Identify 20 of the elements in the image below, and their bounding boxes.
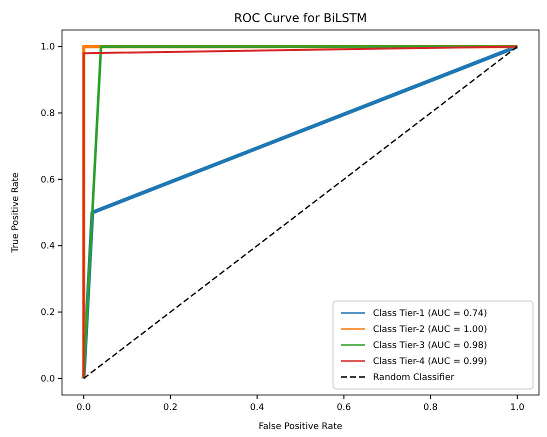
- x-axis-title: False Positive Rate: [258, 422, 343, 432]
- y-tick-label: 0.4: [40, 242, 56, 252]
- legend-label: Class Tier-1 (AUC = 0.74): [373, 309, 488, 319]
- y-tick-label: 1.0: [40, 42, 56, 53]
- legend-label: Class Tier-4 (AUC = 0.99): [373, 357, 488, 367]
- x-tick-label: 0.8: [423, 403, 438, 413]
- x-tick-label: 0.0: [76, 403, 92, 413]
- x-tick-label: 0.4: [250, 403, 265, 413]
- x-tick-label: 1.0: [510, 403, 525, 413]
- legend-label: Class Tier-2 (AUC = 1.00): [373, 325, 488, 335]
- y-tick-label: 0.8: [40, 108, 56, 119]
- y-tick-label: 0.0: [40, 374, 56, 384]
- chart-title: ROC Curve for BiLSTM: [234, 11, 368, 25]
- x-tick-label: 0.6: [336, 403, 352, 413]
- y-tick-label: 0.6: [40, 175, 56, 186]
- legend-label: Class Tier-3 (AUC = 0.98): [373, 341, 488, 351]
- y-axis-title: True Positive Rate: [11, 172, 21, 254]
- x-tick-label: 0.2: [163, 403, 178, 413]
- y-tick-label: 0.2: [40, 308, 55, 318]
- legend-label: Random Classifier: [373, 373, 455, 383]
